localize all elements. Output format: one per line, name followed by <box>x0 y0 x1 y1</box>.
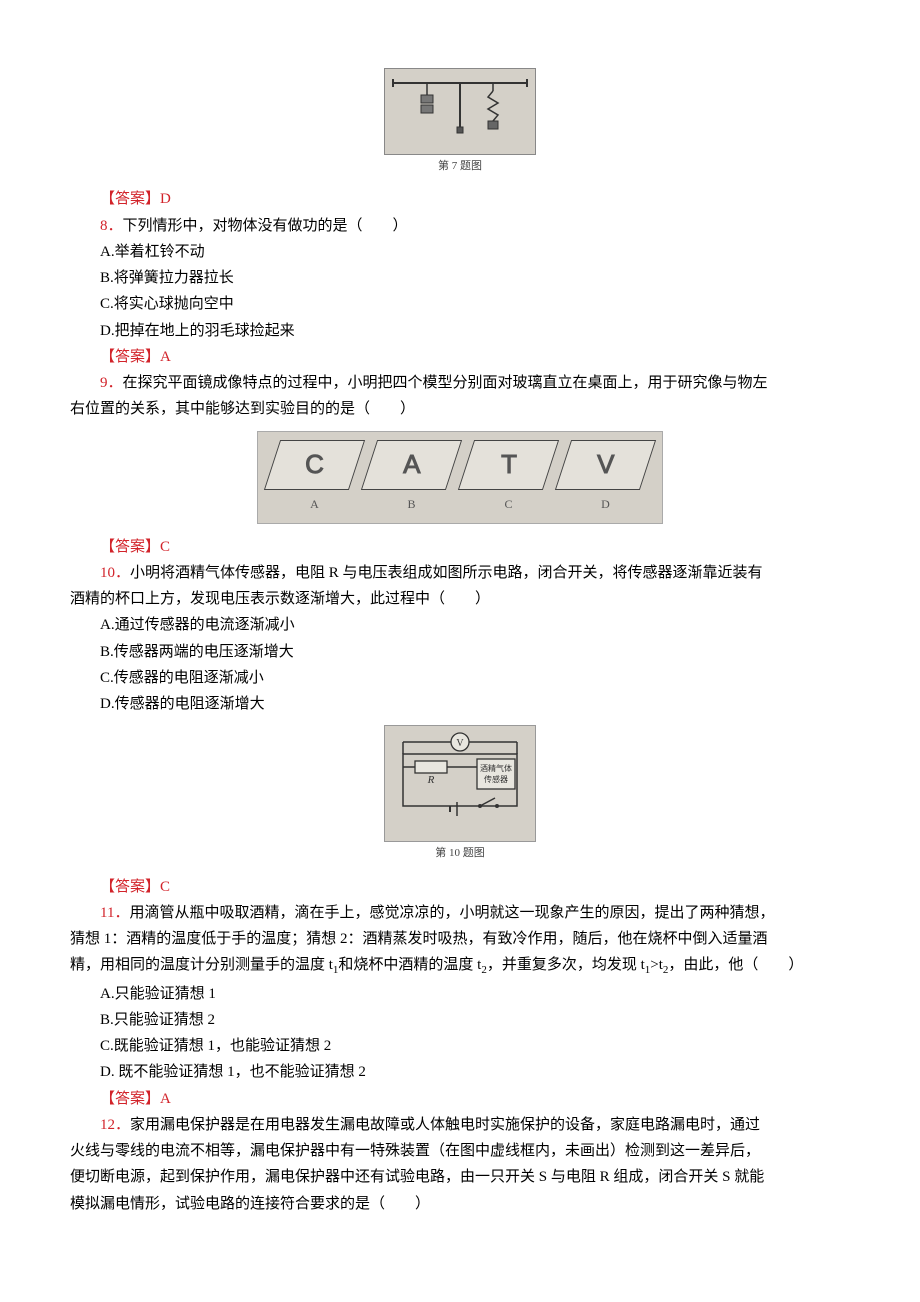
q9-label-d: D <box>563 494 648 515</box>
q10-figure-canvas: V R 酒精气体 传感器 <box>384 725 536 842</box>
q10-option-d: D.传感器的电阻逐渐增大 <box>70 691 850 717</box>
q8-answer-line: 【答案】A <box>70 344 850 370</box>
q9-cell-b: A B <box>369 440 454 515</box>
q11-stem-line1: 11．用滴管从瓶中吸取酒精，滴在手上，感觉凉凉的，小明就这一现象产生的原因，提出… <box>70 900 850 926</box>
q8-stem-text: 下列情形中，对物体没有做功的是（ ） <box>123 218 408 234</box>
q8-stem: 8．下列情形中，对物体没有做功的是（ ） <box>70 213 850 239</box>
q9-stem-line2: 右位置的关系，其中能够达到实验目的的是（ ） <box>70 396 850 422</box>
q11-option-c: C.既能验证猜想 1，也能验证猜想 2 <box>70 1033 850 1059</box>
q11-option-a: A.只能验证猜想 1 <box>70 981 850 1007</box>
q10-stem1: 小明将酒精气体传感器，电阻 R 与电压表组成如图所示电路，闭合开关，将传感器逐渐… <box>130 565 763 581</box>
q9-figure: C A A B T C V D <box>70 431 850 524</box>
q10-answer-line: 【答案】C <box>70 874 850 900</box>
q11-option-d: D. 既不能验证猜想 1，也不能验证猜想 2 <box>70 1059 850 1085</box>
q7-svg <box>385 69 535 154</box>
q9-letter-c: T <box>501 442 517 488</box>
q7-figure-box: 第 7 题图 <box>384 68 536 176</box>
q9-figure-row: C A A B T C V D <box>257 431 663 524</box>
q10-stem-line1: 10．小明将酒精气体传感器，电阻 R 与电压表组成如图所示电路，闭合开关，将传感… <box>70 560 850 586</box>
q10-answer-label: 【答案】 <box>100 879 160 895</box>
q9-para-d: V <box>563 440 648 490</box>
q10-figure-caption: 第 10 题图 <box>384 844 536 863</box>
q11-stem3d: >t <box>650 957 663 973</box>
q11-stem1: 用滴管从瓶中吸取酒精，滴在手上，感觉凉凉的，小明就这一现象产生的原因，提出了两种… <box>129 905 774 921</box>
q12-number: 12． <box>100 1117 130 1133</box>
q11-stem3a: 精，用相同的温度计分别测量手的温度 t <box>70 957 333 973</box>
q10-figure-box: V R 酒精气体 传感器 <box>384 725 536 863</box>
q9-stem-line1: 9．在探究平面镜成像特点的过程中，小明把四个模型分别面对玻璃直立在桌面上，用于研… <box>70 370 850 396</box>
q8-option-a: A.举着杠铃不动 <box>70 239 850 265</box>
q9-letter-d: V <box>597 442 614 488</box>
q9-para-a: C <box>272 440 357 490</box>
q10-option-a: A.通过传感器的电流逐渐减小 <box>70 612 850 638</box>
q10-v-label: V <box>456 738 464 749</box>
q10-svg: V R 酒精气体 传感器 <box>385 726 535 826</box>
q10-answer-value: C <box>160 879 170 895</box>
q9-answer-value: C <box>160 539 170 555</box>
q11-stem3e: ，由此，他（ ） <box>668 957 803 973</box>
q9-cell-c: T C <box>466 440 551 515</box>
q10-sensor-label1: 酒精气体 <box>480 763 512 773</box>
q10-figure: V R 酒精气体 传感器 <box>70 725 850 863</box>
q11-stem3b: 和烧杯中酒精的温度 t <box>338 957 481 973</box>
q9-label-a: A <box>272 494 357 515</box>
q12-stem-line1: 12．家用漏电保护器是在用电器发生漏电故障或人体触电时实施保护的设备，家庭电路漏… <box>70 1112 850 1138</box>
q9-label-c: C <box>466 494 551 515</box>
q9-label-b: B <box>369 494 454 515</box>
q9-answer-label: 【答案】 <box>100 539 160 555</box>
q9-answer-line: 【答案】C <box>70 534 850 560</box>
q9-letter-b: A <box>403 442 420 488</box>
q8-option-c: C.将实心球抛向空中 <box>70 291 850 317</box>
q8-number: 8． <box>100 218 123 234</box>
q8-answer-value: A <box>160 349 171 365</box>
q10-option-b: B.传感器两端的电压逐渐增大 <box>70 639 850 665</box>
q10-r-label: R <box>427 774 435 786</box>
q11-answer-line: 【答案】A <box>70 1086 850 1112</box>
q7-answer-line: 【答案】D <box>70 186 850 212</box>
q9-stem1: 在探究平面镜成像特点的过程中，小明把四个模型分别面对玻璃直立在桌面上，用于研究像… <box>123 375 768 391</box>
q7-figure: 第 7 题图 <box>70 68 850 176</box>
q8-answer-label: 【答案】 <box>100 349 160 365</box>
q12-stem-line2: 火线与零线的电流不相等，漏电保护器中有一特殊装置（在图中虚线框内，未画出）检测到… <box>70 1138 850 1164</box>
q9-cell-d: V D <box>563 440 648 515</box>
q8-option-d: D.把掉在地上的羽毛球捡起来 <box>70 318 850 344</box>
q7-figure-canvas <box>384 68 536 155</box>
q12-stem1: 家用漏电保护器是在用电器发生漏电故障或人体触电时实施保护的设备，家庭电路漏电时，… <box>130 1117 760 1133</box>
q11-number: 11． <box>100 905 129 921</box>
q10-option-c: C.传感器的电阻逐渐减小 <box>70 665 850 691</box>
q12-stem-line4: 模拟漏电情形，试验电路的连接符合要求的是（ ） <box>70 1191 850 1217</box>
q7-figure-caption: 第 7 题图 <box>384 157 536 176</box>
q11-stem3c: ，并重复多次，均发现 t <box>487 957 645 973</box>
q10-number: 10． <box>100 565 130 581</box>
q11-answer-value: A <box>160 1091 171 1107</box>
q12-stem-line3: 便切断电源，起到保护作用，漏电保护器中还有试验电路，由一只开关 S 与电阻 R … <box>70 1164 850 1190</box>
q9-cell-a: C A <box>272 440 357 515</box>
q11-stem-line2: 猜想 1：酒精的温度低于手的温度；猜想 2：酒精蒸发时吸热，有致冷作用，随后，他… <box>70 926 850 952</box>
q11-stem-line3: 精，用相同的温度计分别测量手的温度 t1和烧杯中酒精的温度 t2，并重复多次，均… <box>70 952 850 980</box>
q10-sensor-label2: 传感器 <box>484 774 508 784</box>
q9-number: 9． <box>100 375 123 391</box>
q9-para-b: A <box>369 440 454 490</box>
q7-answer-value: D <box>160 191 171 207</box>
q10-stem-line2: 酒精的杯口上方，发现电压表示数逐渐增大，此过程中（ ） <box>70 586 850 612</box>
q8-option-b: B.将弹簧拉力器拉长 <box>70 265 850 291</box>
q9-letter-a: C <box>305 442 324 488</box>
q11-answer-label: 【答案】 <box>100 1091 160 1107</box>
q11-option-b: B.只能验证猜想 2 <box>70 1007 850 1033</box>
q9-para-c: T <box>466 440 551 490</box>
q7-answer-label: 【答案】 <box>100 191 160 207</box>
